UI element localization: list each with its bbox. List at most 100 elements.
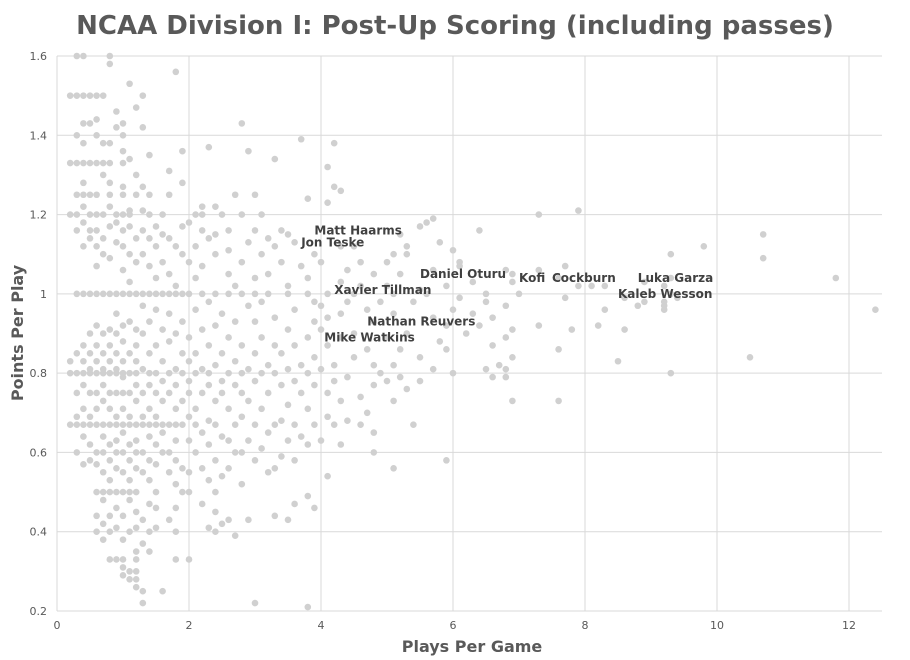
data-point (396, 346, 404, 353)
data-point (159, 397, 166, 405)
data-point (146, 350, 153, 357)
data-point (139, 389, 147, 397)
data-point (132, 488, 140, 496)
data-point (73, 290, 81, 298)
data-point (429, 314, 437, 321)
data-point (284, 401, 292, 409)
data-point (126, 575, 133, 583)
data-point (304, 195, 312, 203)
data-point (73, 389, 81, 397)
data-point (113, 108, 120, 115)
data-point (278, 258, 285, 266)
data-point (238, 369, 246, 377)
data-point (165, 270, 173, 278)
data-point (139, 516, 147, 524)
data-point (469, 278, 477, 286)
data-point (225, 290, 232, 298)
data-point (66, 211, 74, 218)
data-point (66, 421, 74, 428)
data-point (106, 179, 114, 187)
data-point (245, 365, 252, 373)
data-point (614, 357, 622, 365)
data-point (146, 405, 153, 413)
data-point (126, 568, 133, 575)
data-point (113, 389, 120, 397)
data-point (93, 389, 100, 397)
data-point (126, 350, 133, 357)
data-point (297, 135, 305, 143)
data-point (482, 298, 490, 306)
data-point (132, 258, 140, 266)
data-point (99, 536, 107, 543)
data-point (146, 548, 153, 555)
y-tick-label: 0.8 (30, 367, 48, 380)
data-point (86, 330, 94, 337)
data-point (126, 496, 133, 504)
data-point (119, 373, 127, 381)
data-point (73, 227, 81, 234)
data-point (126, 318, 133, 325)
data-point (416, 286, 424, 294)
data-point (396, 231, 404, 238)
data-point (291, 306, 298, 314)
data-point (377, 369, 384, 377)
data-point (132, 104, 140, 111)
data-point (106, 52, 114, 60)
data-point (443, 322, 450, 329)
data-point (278, 417, 285, 425)
data-point (99, 520, 107, 528)
data-point (172, 242, 180, 250)
data-point (99, 290, 107, 298)
data-point (106, 512, 114, 520)
data-point (588, 282, 595, 290)
data-point (311, 381, 318, 389)
data-point (66, 357, 74, 365)
data-point (159, 587, 166, 595)
data-point (363, 306, 371, 314)
data-point (146, 191, 153, 199)
data-point (350, 330, 358, 337)
data-point (106, 203, 114, 210)
data-point (99, 488, 107, 496)
data-point (225, 227, 232, 234)
data-point (205, 441, 213, 448)
data-point (231, 381, 239, 389)
data-point (535, 211, 543, 218)
data-point (311, 250, 318, 258)
data-point (212, 528, 219, 536)
data-point (357, 258, 364, 266)
data-point (152, 274, 160, 282)
data-point (93, 357, 100, 365)
data-point (271, 369, 279, 377)
data-point (132, 449, 140, 456)
data-point (152, 524, 160, 532)
data-point (146, 262, 153, 270)
data-point (258, 369, 265, 377)
data-point (159, 290, 166, 298)
data-point (113, 437, 120, 444)
data-point (271, 421, 279, 428)
data-point (390, 310, 397, 317)
data-point (344, 298, 351, 306)
data-point (449, 369, 457, 377)
data-point (357, 393, 364, 401)
data-point (139, 365, 147, 373)
player-label: Matt Haarms (314, 223, 402, 237)
data-point (185, 258, 193, 266)
data-point (172, 480, 180, 488)
data-point (93, 322, 100, 329)
data-point (80, 433, 87, 440)
data-point (495, 361, 503, 369)
data-point (165, 468, 173, 476)
data-point (449, 306, 457, 314)
data-point (132, 437, 140, 444)
data-point (139, 250, 147, 258)
data-point (245, 516, 252, 524)
data-point (443, 282, 450, 290)
data-point (106, 369, 114, 377)
data-point (324, 199, 331, 206)
x-tick-label: 8 (582, 619, 589, 632)
data-point (330, 139, 338, 147)
data-point (238, 413, 246, 421)
